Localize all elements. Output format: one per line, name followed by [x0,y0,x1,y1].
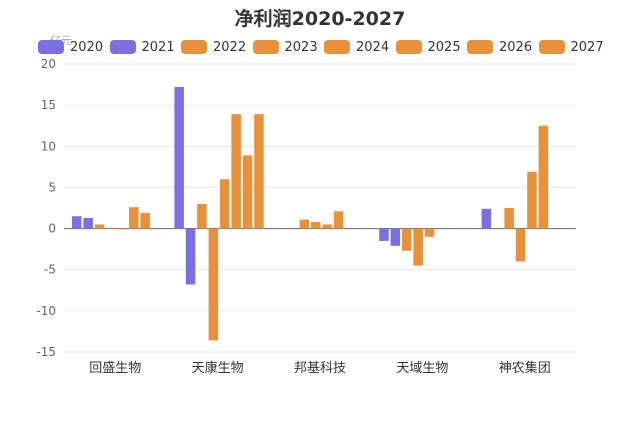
x-tick-label: 回盛生物 [89,361,141,376]
legend-item[interactable]: 2020 [38,36,103,58]
x-tick-label: 天康生物 [192,360,244,376]
legend-label: 2022 [213,39,247,55]
legend-swatch [467,40,493,54]
y-tick-label: -10 [36,304,56,318]
bar [94,224,105,229]
bar [185,228,196,285]
legend-item[interactable]: 2024 [324,36,389,58]
legend-swatch [395,40,422,54]
legend-swatch [252,40,279,54]
legend-item[interactable]: 2021 [109,36,175,58]
bar [140,212,150,229]
x-tick-label: 天域生物 [396,361,448,376]
bar [413,228,423,266]
bar [504,208,514,229]
bar [515,228,526,262]
legend-label: 2025 [427,39,461,55]
legend: 2020 2021 2022 2023 2024 2025 2026 2027 [38,36,638,58]
legend-swatch [38,40,64,54]
bar [481,208,492,229]
bar [538,125,549,229]
bar [83,217,93,229]
x-tick-label: 神农集团 [499,360,551,376]
bar [220,179,230,229]
bar [424,228,435,237]
legend-item[interactable]: 2027 [538,36,604,58]
y-tick-label: 5 [48,180,56,194]
bar [106,227,116,229]
legend-item[interactable]: 2022 [181,36,246,58]
bar [254,114,264,229]
legend-label: 2026 [499,39,533,55]
legend-label: 2021 [141,39,175,55]
legend-item[interactable]: 2023 [252,36,318,58]
legend-swatch [181,40,207,54]
y-tick-label: 15 [41,98,56,112]
bar [402,228,412,251]
bar [231,114,241,229]
bar [379,228,389,241]
legend-label: 2024 [356,39,390,55]
bar [72,216,82,229]
bar [117,228,128,230]
bar [390,228,401,246]
legend-swatch [538,40,565,54]
legend-item[interactable]: 2025 [395,36,461,58]
legend-label: 2020 [70,39,104,55]
bar [174,87,184,229]
bar [311,221,321,229]
y-tick-label: -15 [36,345,56,359]
legend-label: 2027 [570,39,604,55]
y-tick-label: 10 [41,139,56,153]
legend-swatch [109,40,136,54]
bar [208,228,219,341]
bar [129,207,139,229]
chart-title: 净利润2020-2027 [234,8,406,30]
legend-item[interactable]: 2026 [467,36,532,58]
bar [322,224,332,229]
bar [242,155,253,229]
y-tick-label: 0 [48,222,56,236]
bar [197,203,207,229]
y-tick-label: 20 [41,57,56,71]
bar [333,211,344,229]
x-tick-label: 邦基科技 [294,361,346,376]
legend-swatch [324,40,350,54]
bar [527,171,537,229]
bar [299,219,310,229]
y-tick-label: -5 [44,263,56,277]
legend-label: 2023 [284,39,318,55]
